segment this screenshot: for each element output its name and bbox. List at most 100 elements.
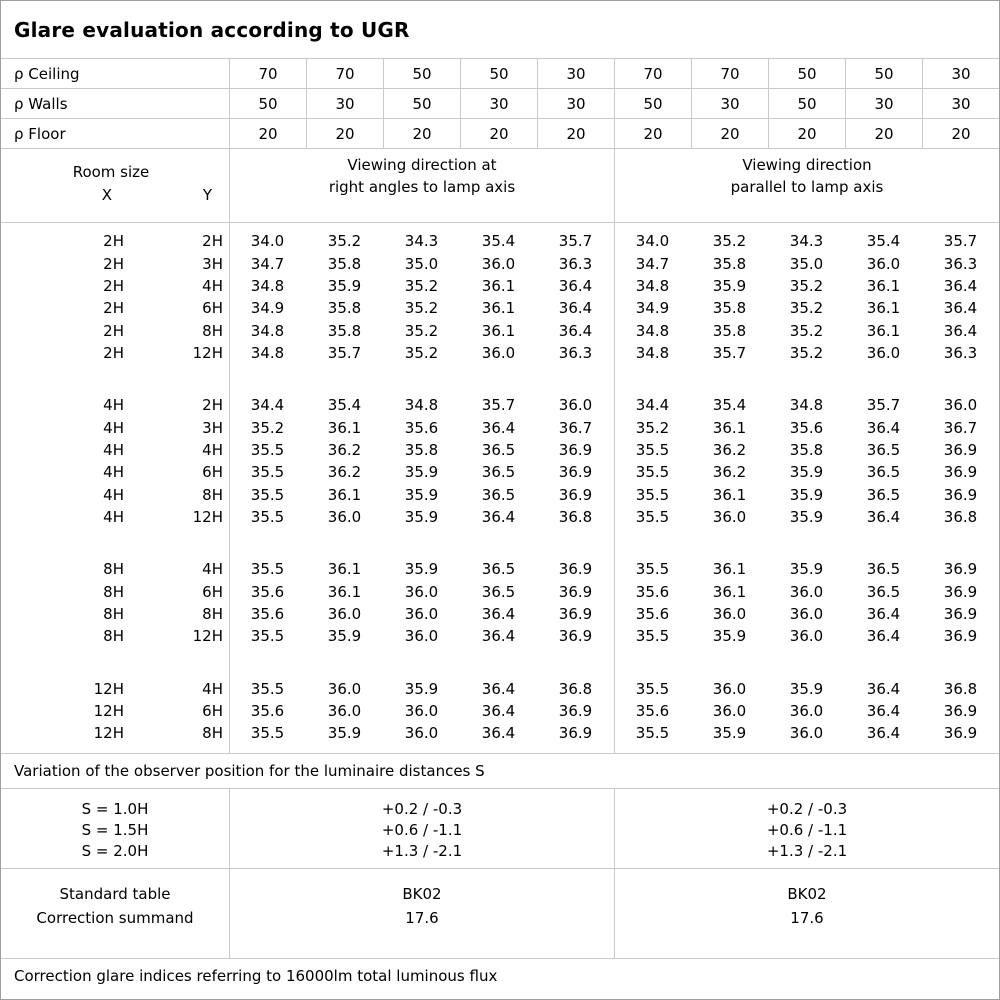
s-correction-left: +0.2 / -0.3 +0.6 / -1.1 +1.3 / -2.1: [229, 789, 614, 868]
ugr-value: 35.2: [404, 299, 439, 318]
ugr-value: 34.3: [404, 232, 439, 251]
reflectance-value: 20: [306, 119, 383, 148]
reflectance-value: 20: [845, 119, 922, 148]
table-row: 2H 3H 34.7 35.8 35.0 36.0 36.3 34.7 35.8 35.0 36.0…: [1, 252, 999, 274]
room-size-y: 6H: [202, 463, 223, 482]
ugr-value: 36.4: [481, 604, 516, 623]
reflectance-value: 20: [229, 119, 306, 148]
ugr-value: 35.5: [250, 679, 285, 698]
reflectance-value: 30: [537, 89, 614, 118]
room-size-x: 2H: [103, 321, 124, 340]
standard-table-label: Standard table: [59, 885, 171, 903]
ugr-value: 35.7: [712, 343, 747, 362]
ugr-value: 36.8: [558, 507, 593, 526]
ugr-value: 35.2: [327, 232, 362, 251]
ugr-value: 35.9: [404, 485, 439, 504]
ugr-value: 36.8: [943, 507, 978, 526]
ugr-value: 36.4: [481, 418, 516, 437]
viewing-direction-left-header: Viewing direction at right angles to lam…: [229, 149, 614, 222]
reflectance-row: ρ Floor 20 20 20 20 20 20 20 20 20 20: [1, 119, 999, 149]
ugr-value: 34.8: [250, 321, 285, 340]
reflectance-value: 50: [845, 59, 922, 88]
title-row: Glare evaluation according to UGR: [1, 1, 999, 59]
room-size-x: 4H: [103, 396, 124, 415]
s-distance-label: S = 1.5H: [81, 821, 149, 839]
ugr-value: 36.9: [558, 627, 593, 646]
ugr-value: 36.5: [481, 582, 516, 601]
ugr-value: 35.5: [635, 507, 670, 526]
ugr-value: 35.8: [327, 254, 362, 273]
flux-note: Correction glare indices referring to 16…: [14, 966, 498, 985]
ugr-value: 36.8: [943, 679, 978, 698]
s-correction-value: +0.6 / -1.1: [766, 821, 848, 839]
label-column-divider: [229, 223, 230, 753]
ugr-value: 36.1: [327, 582, 362, 601]
ugr-value: 36.5: [481, 560, 516, 579]
reflectance-value: 20: [537, 119, 614, 148]
ugr-value: 35.8: [712, 254, 747, 273]
ugr-value: 35.8: [712, 299, 747, 318]
ugr-value: 36.9: [558, 582, 593, 601]
reflectance-value: 50: [768, 89, 845, 118]
ugr-value: 36.9: [558, 463, 593, 482]
ugr-value: 36.1: [712, 485, 747, 504]
ugr-value: 36.0: [712, 507, 747, 526]
room-size-y: 6H: [202, 299, 223, 318]
ugr-value: 36.4: [481, 679, 516, 698]
ugr-value: 34.8: [789, 396, 824, 415]
ugr-value: 34.7: [250, 254, 285, 273]
ugr-value: 35.9: [712, 276, 747, 295]
ugr-value: 36.9: [558, 440, 593, 459]
table-row: 12H 6H 35.6 36.0 36.0 36.4 36.9 35.6 36.0 36.0 36.…: [1, 700, 999, 722]
reflectance-value: 70: [614, 59, 691, 88]
ugr-value: 36.1: [481, 276, 516, 295]
s-correction-value: +0.2 / -0.3: [766, 800, 848, 818]
reflectance-value: 70: [691, 59, 768, 88]
table-row: 4H 3H 35.2 36.1 35.6 36.4 36.7 35.2 36.1 35.6 36.4…: [1, 416, 999, 438]
room-size-y: 8H: [202, 485, 223, 504]
ugr-value: 35.7: [327, 343, 362, 362]
ugr-value: 35.2: [404, 276, 439, 295]
ugr-value: 36.1: [866, 299, 901, 318]
viewing-direction-left-line1: Viewing direction at: [347, 156, 497, 174]
summary-right: BK02 17.6: [614, 869, 999, 958]
ugr-value: 35.7: [481, 396, 516, 415]
reflectance-value: 30: [460, 89, 537, 118]
table-row: 8H 12H 35.5 35.9 36.0 36.4 36.9 35.5 35.9 36.0 36.…: [1, 625, 999, 647]
ugr-value: 36.4: [866, 507, 901, 526]
ugr-value: 36.0: [327, 679, 362, 698]
ugr-value: 36.4: [866, 604, 901, 623]
reflectance-header: ρ Ceiling 70 70 50 50 30 70 70 50 50 30 ρ Walls 50 30…: [1, 59, 999, 149]
ugr-value: 36.4: [558, 321, 593, 340]
ugr-value: 36.9: [943, 702, 978, 721]
ugr-value: 34.3: [789, 232, 824, 251]
ugr-value: 35.8: [327, 299, 362, 318]
room-size-y: 4H: [202, 679, 223, 698]
ugr-value: 34.9: [250, 299, 285, 318]
summary-left: BK02 17.6: [229, 869, 614, 958]
ugr-value: 34.8: [250, 343, 285, 362]
ugr-value: 35.2: [712, 232, 747, 251]
reflectance-row-label: ρ Floor: [14, 124, 66, 143]
ugr-value: 35.5: [250, 627, 285, 646]
ugr-value: 36.0: [481, 254, 516, 273]
ugr-value: 34.9: [635, 299, 670, 318]
ugr-value: 36.5: [866, 463, 901, 482]
ugr-value: 35.5: [635, 463, 670, 482]
room-size-x: 2H: [103, 232, 124, 251]
ugr-value: 36.9: [558, 724, 593, 743]
room-size-x: 8H: [103, 560, 124, 579]
table-row: 2H 4H 34.8 35.9 35.2 36.1 36.4 34.8 35.9 35.2 36.1…: [1, 275, 999, 297]
ugr-value: 34.0: [635, 232, 670, 251]
x-column-label: X: [101, 186, 112, 204]
summary-labels: Standard table Correction summand: [1, 869, 229, 958]
ugr-value: 35.2: [635, 418, 670, 437]
ugr-value: 35.2: [789, 276, 824, 295]
ugr-value: 35.9: [404, 560, 439, 579]
standard-table-value-right: BK02: [787, 885, 827, 903]
ugr-value: 34.8: [635, 321, 670, 340]
ugr-value: 36.2: [327, 463, 362, 482]
ugr-value: 35.5: [250, 507, 285, 526]
ugr-value: 35.5: [250, 463, 285, 482]
correction-summand-value-left: 17.6: [405, 909, 439, 927]
